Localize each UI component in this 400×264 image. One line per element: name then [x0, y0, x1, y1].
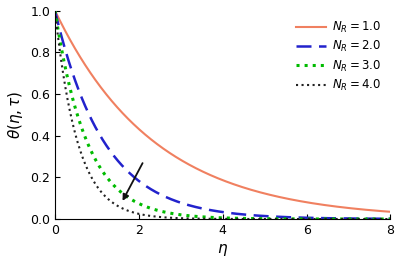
- $N_R = 4.0$: [266, 218, 271, 221]
- $N_R = 3.0$: [52, 9, 57, 12]
- $N_R = 2.0$: [52, 9, 57, 12]
- $N_R = 2.0$: [256, 214, 261, 217]
- Line: $N_R = 4.0$: $N_R = 4.0$: [55, 11, 390, 219]
- $N_R = 1.0$: [256, 190, 261, 194]
- $N_R = 1.0$: [388, 210, 393, 213]
- $N_R = 1.0$: [307, 201, 312, 204]
- $N_R = 1.0$: [247, 188, 252, 191]
- $N_R = 2.0$: [342, 217, 346, 220]
- $N_R = 2.0$: [247, 213, 252, 216]
- Y-axis label: $\theta(\eta, \tau)$: $\theta(\eta, \tau)$: [6, 91, 24, 139]
- $N_R = 3.0$: [256, 217, 261, 220]
- $N_R = 4.0$: [52, 9, 57, 12]
- $N_R = 2.0$: [388, 217, 393, 220]
- X-axis label: $\eta$: $\eta$: [217, 242, 228, 258]
- $N_R = 1.0$: [73, 48, 78, 51]
- $N_R = 3.0$: [307, 217, 312, 220]
- $N_R = 4.0$: [388, 218, 393, 221]
- $N_R = 4.0$: [73, 133, 78, 136]
- $N_R = 4.0$: [256, 218, 261, 221]
- $N_R = 1.0$: [342, 206, 346, 209]
- $N_R = 4.0$: [342, 218, 346, 221]
- $N_R = 1.0$: [52, 9, 57, 12]
- Line: $N_R = 1.0$: $N_R = 1.0$: [55, 11, 390, 212]
- Line: $N_R = 3.0$: $N_R = 3.0$: [55, 11, 390, 219]
- $N_R = 4.0$: [247, 218, 252, 221]
- $N_R = 4.0$: [307, 218, 312, 221]
- Legend: $N_R = 1.0$, $N_R = 2.0$, $N_R = 3.0$, $N_R = 4.0$: $N_R = 1.0$, $N_R = 2.0$, $N_R = 3.0$, $…: [293, 16, 384, 96]
- $N_R = 3.0$: [266, 217, 271, 220]
- $N_R = 3.0$: [247, 217, 252, 220]
- $N_R = 2.0$: [307, 216, 312, 219]
- $N_R = 1.0$: [266, 193, 271, 196]
- $N_R = 3.0$: [388, 218, 393, 221]
- $N_R = 3.0$: [342, 218, 346, 221]
- $N_R = 3.0$: [73, 107, 78, 110]
- $N_R = 2.0$: [266, 215, 271, 218]
- $N_R = 2.0$: [73, 80, 78, 83]
- Line: $N_R = 2.0$: $N_R = 2.0$: [55, 11, 390, 219]
